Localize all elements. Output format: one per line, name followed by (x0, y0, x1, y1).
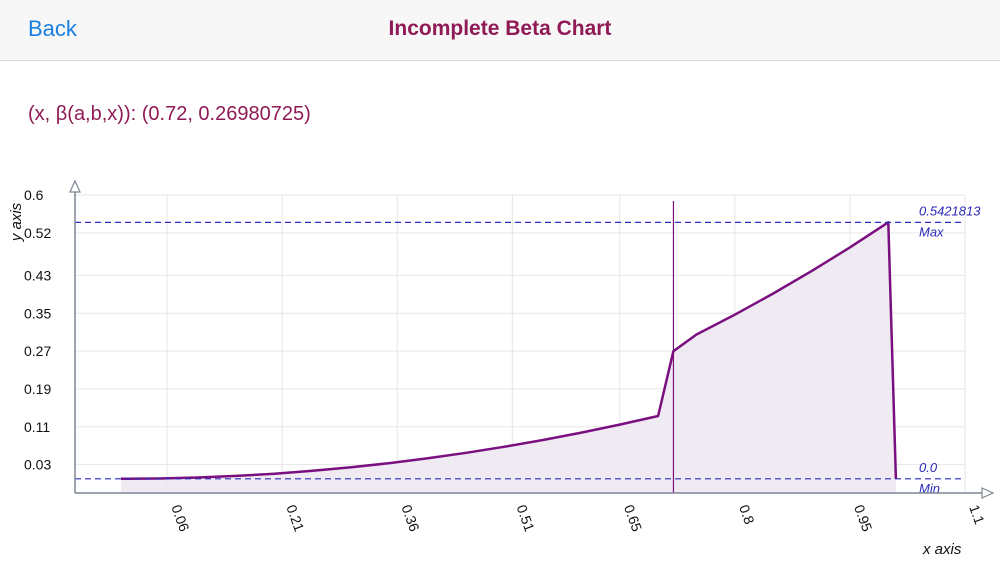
x-tick-label: 0.36 (398, 503, 422, 534)
x-axis-title: x axis (922, 541, 962, 558)
y-tick-label: 0.35 (24, 305, 51, 321)
reference-value-min: 0.0 (919, 460, 938, 475)
x-tick-label: 0.06 (168, 503, 192, 534)
y-tick-label: 0.27 (24, 343, 51, 359)
x-axis-arrow (981, 487, 995, 499)
reference-name-max: Max (919, 224, 944, 239)
y-tick-label: 0.6 (24, 187, 44, 203)
y-tick-label: 0.11 (24, 419, 50, 435)
x-tick-label: 0.95 (851, 503, 875, 534)
y-tick-label: 0.19 (24, 381, 51, 397)
y-axis-title: y axis (8, 202, 25, 242)
page-title: Incomplete Beta Chart (388, 17, 612, 40)
chart-axes (69, 179, 995, 499)
y-axis-arrow (69, 179, 81, 193)
value-readout: (x, β(a,b,x)): (0.72, 0.26980725) (28, 103, 311, 125)
y-tick-label: 0.52 (24, 225, 51, 241)
beta-curve (120, 221, 898, 481)
reference-value-max: 0.5421813 (919, 203, 981, 218)
back-button[interactable]: Back (28, 16, 77, 41)
reference-name-min: Min (919, 481, 940, 496)
y-tick-labels: 0.03 0.11 0.19 0.27 0.35 0.43 0.52 0.6 (24, 187, 51, 473)
y-tick-label: 0.43 (24, 267, 51, 283)
navigation-bar: Back Incomplete Beta Chart (0, 0, 1000, 61)
x-tick-labels: 0.06 0.21 0.36 0.51 0.65 0.8 0.95 1.1 (168, 503, 988, 534)
x-tick-label: 0.21 (283, 503, 307, 534)
x-tick-label: 0.8 (736, 503, 758, 527)
reference-lines: 0.5421813 Max 0.0 Min (75, 203, 981, 496)
x-tick-label: 1.1 (966, 503, 988, 527)
y-tick-label: 0.03 (24, 457, 51, 473)
area-fill (121, 222, 896, 494)
x-tick-label: 0.65 (621, 503, 645, 534)
x-tick-label: 0.51 (514, 503, 538, 534)
